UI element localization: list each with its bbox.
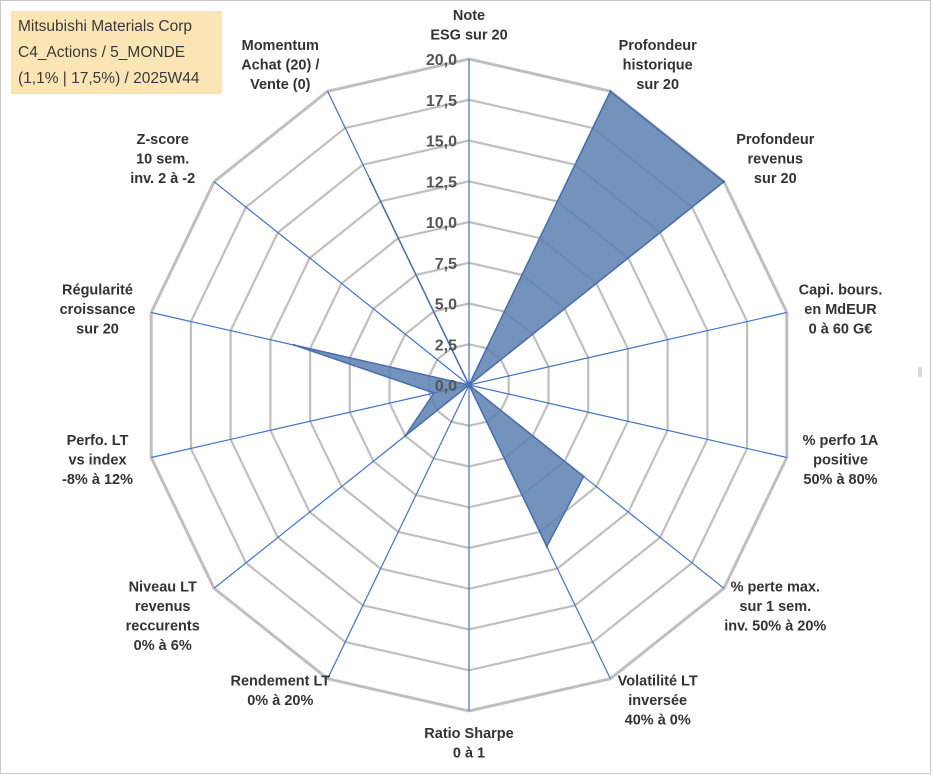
axis-label-line: 0% à 20%: [247, 693, 313, 709]
axis-label: Volatilité LT inversée 40% à 0%: [618, 674, 698, 729]
data-point: [404, 434, 407, 437]
axis-label-line: inv. 2 à -2: [130, 171, 195, 187]
tick-label: 20,0: [426, 52, 457, 69]
axis-label-line: Ratio Sharpe: [424, 726, 513, 742]
tick-label: 17,5: [426, 93, 457, 110]
axis-label-line: Vente (0): [250, 77, 311, 93]
axis-label: Note ESG sur 20: [430, 8, 507, 44]
data-point: [467, 383, 471, 387]
axis-label-line: ESG sur 20: [430, 28, 507, 44]
axis-label-line: Profondeur: [619, 38, 697, 54]
axis-label: Z-score 10 sem. inv. 2 à -2: [130, 132, 195, 187]
axis-label-line: 40% à 0%: [625, 713, 691, 729]
axis-label-line: 0 à 1: [453, 746, 485, 762]
axis-label-line: 0% à 6%: [134, 638, 192, 654]
axis-label-line: sur 20: [76, 322, 119, 338]
axis-label-line: croissance: [60, 302, 136, 318]
axis-label-layer: Note ESG sur 20 Profondeur historique sur 20…: [60, 8, 883, 762]
title-company: Mitsubishi Materials Corp: [18, 18, 192, 35]
axis-label-line: % perfo 1A: [803, 433, 879, 449]
axis-label-line: 10 sem.: [136, 151, 189, 167]
title-range-week: (1,1% | 17,5%) / 2025W44: [18, 70, 200, 87]
axis-spoke: [468, 311, 787, 386]
axis-label-line: 50% à 80%: [803, 472, 877, 488]
axis-label-line: inversée: [628, 693, 687, 709]
axis-label-line: inv. 50% à 20%: [724, 619, 826, 635]
axis-label-line: Perfo. LT: [67, 433, 129, 449]
axis-label: Ratio Sharpe 0 à 1: [424, 726, 513, 762]
axis-label-line: positive: [813, 453, 868, 469]
axis-label: Régularité croissance sur 20: [60, 283, 136, 338]
axis-label-line: sur 1 sem.: [739, 599, 811, 615]
chart-title-box: Mitsubishi Materials Corp C4_Actions / 5…: [11, 11, 222, 94]
series-area: [293, 90, 726, 549]
axis-label-line: Rendement LT: [230, 674, 330, 690]
axis-label-line: historique: [623, 58, 693, 74]
axis-label-line: Volatilité LT: [618, 674, 698, 690]
axis-label-line: revenus: [135, 599, 191, 615]
tick-layer: 0,0 2,5 5,0 7,5 10,0 12,5 15,0 17,5 20,0: [426, 52, 457, 395]
axis-label-line: Achat (20) /: [241, 58, 319, 74]
axis-label-line: % perte max.: [731, 580, 820, 596]
axis-spoke: [213, 181, 470, 386]
axis-label: Perfo. LT vs index -8% à 12%: [62, 433, 133, 488]
axis-label-line: Profondeur: [736, 132, 814, 148]
series-layer: [293, 90, 726, 549]
data-point: [293, 343, 296, 347]
axis-label-line: 0 à 60 G€: [809, 322, 873, 338]
axis-label: % perte max. sur 1 sem. inv. 50% à 20%: [724, 580, 826, 635]
axis-label-line: Z-score: [137, 132, 189, 148]
tick-label: 2,5: [435, 337, 457, 354]
tick-label: 0,0: [435, 378, 457, 395]
axis-label: Profondeur revenus sur 20: [736, 132, 814, 187]
axis-label: Rendement LT 0% à 20%: [230, 674, 330, 710]
tick-label: 5,0: [435, 297, 457, 314]
tick-label: 7,5: [435, 256, 457, 273]
axis-label-line: -8% à 12%: [62, 472, 133, 488]
tick-label: 10,0: [426, 215, 457, 232]
axis-label: Niveau LT revenus reccurents 0% à 6%: [126, 580, 200, 655]
data-point: [609, 90, 612, 93]
axis-label-line: revenus: [747, 151, 803, 167]
axis-label: Momentum Achat (20) / Vente (0): [241, 38, 319, 93]
tick-label: 15,0: [426, 134, 457, 151]
axis-label-line: en MdEUR: [804, 302, 877, 318]
tick-label: 12,5: [426, 174, 457, 191]
axis-label: Capi. bours. en MdEUR 0 à 60 G€: [799, 283, 883, 338]
axis-label-line: Note: [453, 8, 485, 24]
axis-label-line: Momentum: [242, 38, 319, 54]
axis-spoke: [327, 384, 470, 679]
axis-label-line: Capi. bours.: [799, 283, 883, 299]
data-point: [432, 391, 436, 395]
axis-label-line: sur 20: [754, 171, 797, 187]
axis-label-line: reccurents: [126, 619, 200, 635]
axis-label-line: sur 20: [636, 77, 679, 93]
title-universe: C4_Actions / 5_MONDE: [18, 44, 186, 61]
axis-label-line: vs index: [68, 453, 126, 469]
axis-label: % perfo 1A positive 50% à 80%: [803, 433, 879, 488]
axis-label-line: Régularité: [62, 283, 133, 299]
data-point: [545, 545, 548, 548]
resize-handle[interactable]: [918, 367, 922, 377]
data-point: [368, 178, 372, 181]
axis-label-line: Niveau LT: [129, 580, 197, 596]
axis-label: Profondeur historique sur 20: [619, 38, 697, 93]
data-point: [582, 475, 585, 478]
axis-spoke: [151, 384, 470, 459]
axis-spoke: [468, 384, 787, 459]
data-point: [722, 180, 726, 183]
